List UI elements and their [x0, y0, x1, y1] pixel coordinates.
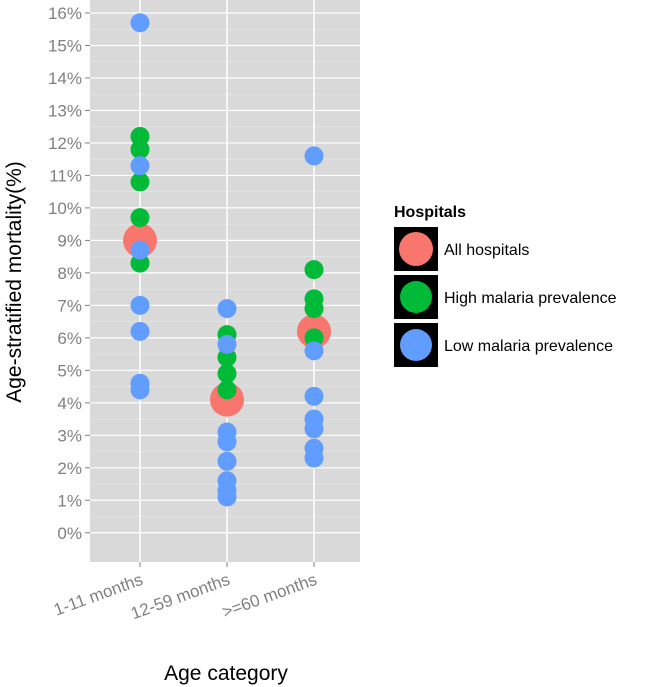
data-point: [130, 172, 150, 192]
data-point: [304, 448, 324, 468]
data-point: [130, 208, 150, 228]
y-tick-label: 2%: [57, 459, 82, 478]
legend-title: Hospitals: [394, 204, 466, 221]
data-point: [130, 380, 150, 400]
y-tick-label: 4%: [57, 394, 82, 413]
data-point: [217, 299, 237, 319]
data-point: [217, 487, 237, 507]
data-point: [304, 260, 324, 280]
data-point: [217, 451, 237, 471]
y-tick-label: 9%: [57, 231, 82, 250]
data-point: [304, 146, 324, 166]
data-point: [130, 321, 150, 341]
legend-label: Low malaria prevalence: [444, 338, 613, 355]
data-point: [130, 295, 150, 315]
y-tick-label: 0%: [57, 524, 82, 543]
data-point: [217, 432, 237, 452]
y-tick-label: 12%: [48, 134, 82, 153]
data-point: [130, 156, 150, 176]
y-tick-label: 8%: [57, 264, 82, 283]
y-tick-label: 1%: [57, 491, 82, 510]
data-point: [304, 386, 324, 406]
data-point: [304, 328, 324, 348]
data-point: [217, 334, 237, 354]
legend-entries: All hospitals High malaria prevalence Low …: [394, 227, 617, 367]
data-point: [304, 341, 324, 361]
y-axis-title: Age-stratified mortality(%): [3, 161, 26, 403]
legend-swatch: [400, 329, 432, 361]
legend-label: High malaria prevalence: [444, 290, 617, 307]
legend-swatch: [399, 232, 433, 266]
data-points: [123, 13, 331, 507]
y-tick-label: 14%: [48, 69, 82, 88]
legend-swatch: [400, 281, 432, 313]
data-point: [217, 347, 237, 367]
y-axis-ticks: 0% 1% 2% 3% 4% 5% 6% 7% 8% 9% 10% 11% 12% 13% 14% 15% 16…: [48, 4, 90, 543]
y-tick-label: 5%: [57, 361, 82, 380]
data-point: [304, 419, 324, 439]
x-tick-label: 12-59 months: [128, 570, 232, 623]
data-point: [217, 364, 237, 384]
x-tick-label: >=60 months: [220, 570, 320, 622]
y-tick-label: 3%: [57, 426, 82, 445]
y-tick-label: 6%: [57, 329, 82, 348]
data-point: [304, 299, 324, 319]
legend-label: All hospitals: [444, 242, 529, 259]
data-point: [130, 240, 150, 260]
data-point: [130, 126, 150, 146]
y-tick-label: 7%: [57, 296, 82, 315]
y-tick-label: 11%: [49, 166, 82, 185]
data-point: [130, 13, 150, 33]
y-tick-label: 13%: [48, 101, 82, 120]
data-point: [130, 139, 150, 159]
x-axis-title: Age category: [164, 662, 288, 685]
y-tick-label: 16%: [48, 4, 82, 23]
data-point: [217, 380, 237, 400]
y-tick-label: 15%: [48, 36, 82, 55]
y-tick-label: 10%: [48, 199, 82, 218]
data-point: [130, 253, 150, 273]
legend: Hospitals All hospitals High malaria prev…: [394, 204, 617, 367]
